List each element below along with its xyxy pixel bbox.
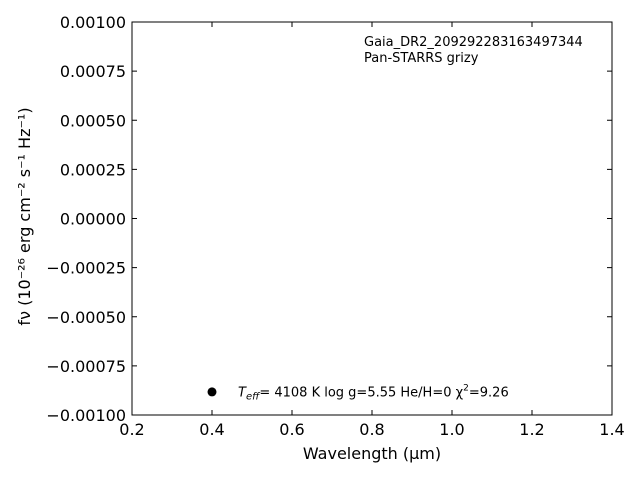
y-tick-label: −0.00075 — [46, 357, 126, 376]
photometry-annotation: Pan-STARRS grizy — [364, 51, 479, 66]
x-tick-label: 0.6 — [279, 420, 304, 439]
source-id-annotation: Gaia_DR2_209292283163497344 — [364, 35, 583, 50]
y-tick-label: 0.00100 — [60, 13, 126, 32]
x-tick-label: 1.2 — [519, 420, 544, 439]
y-tick-label: 0.00050 — [60, 111, 126, 130]
y-axis-label: fν (10⁻²⁶ erg cm⁻² s⁻¹ Hz⁻¹) — [15, 107, 34, 325]
y-tick-label: 0.00000 — [60, 210, 126, 229]
x-axis-label: Wavelength (μm) — [303, 444, 441, 463]
x-tick-label: 1.4 — [599, 420, 624, 439]
legend-fit-parameters: Teff= 4108 K log g=5.55 He/H=0 χ2=9.26 — [238, 383, 509, 402]
x-tick-label: 0.4 — [199, 420, 224, 439]
chi-value: =9.26 — [469, 385, 509, 400]
x-axis-ticks: 0.2 0.4 0.6 0.8 1.0 1.2 1.4 — [119, 22, 625, 439]
y-axis-ticks: 0.00100 0.00075 0.00050 0.00025 0.00000 −0.00… — [46, 13, 612, 425]
y-tick-label: 0.00075 — [60, 62, 126, 81]
x-tick-label: 0.8 — [359, 420, 384, 439]
y-tick-label: −0.00050 — [46, 308, 126, 327]
legend-marker — [207, 387, 217, 397]
y-tick-label: −0.00100 — [46, 406, 126, 425]
plot-frame — [131, 21, 613, 416]
y-tick-label: 0.00025 — [60, 160, 126, 179]
fit-values: = 4108 K log g=5.55 He/H=0 χ — [259, 385, 463, 400]
x-tick-label: 1.0 — [439, 420, 464, 439]
x-tick-label: 0.2 — [119, 420, 144, 439]
y-tick-label: −0.00025 — [46, 259, 126, 278]
chi-exponent: 2 — [463, 383, 469, 393]
teff-subscript: eff — [246, 391, 261, 402]
plot-area — [131, 21, 613, 416]
teff-symbol: T — [238, 385, 247, 400]
